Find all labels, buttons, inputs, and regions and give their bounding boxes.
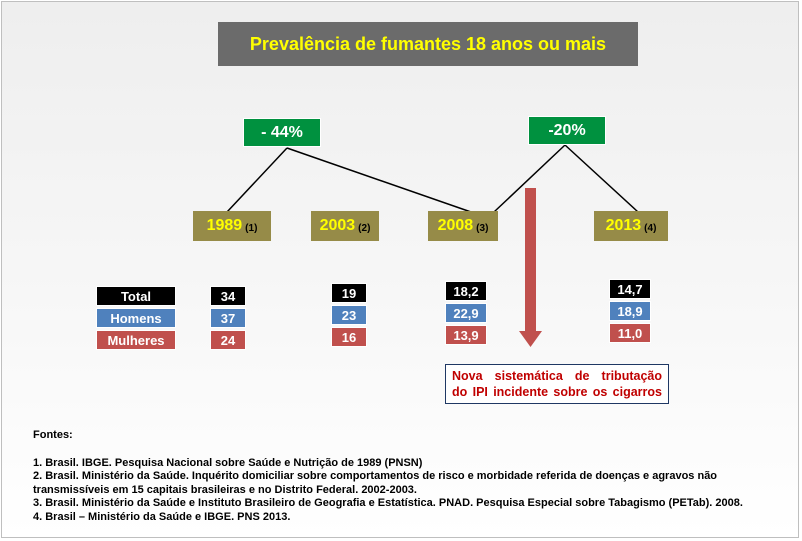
value-total-1989: 34 xyxy=(210,286,246,306)
row-label-men: Homens xyxy=(96,308,176,328)
connector-44-to-2008 xyxy=(286,147,472,213)
source-item-3: 3. Brasil. Ministério da Saúde e Institu… xyxy=(33,497,743,509)
note-line-2: do IPI incidente sobre os cigarros xyxy=(452,385,662,399)
value-women-2013: 11,0 xyxy=(609,323,651,343)
year-label: 1989 xyxy=(206,217,243,234)
year-ref: (1) xyxy=(245,222,258,234)
connector-20-to-2008 xyxy=(493,144,566,213)
year-label: 2008 xyxy=(437,217,474,234)
tax-note-box: Nova sistemática de tributação do IPI in… xyxy=(445,364,669,404)
year-ref: (2) xyxy=(358,222,371,234)
source-item-1: 1. Brasil. IBGE. Pesquisa Nacional sobre… xyxy=(33,456,423,469)
sources: Fontes: 1. Brasil. IBGE. Pesquisa Nacion… xyxy=(33,429,793,524)
connector-44-to-1989 xyxy=(226,147,288,213)
source-item-2: 2. Brasil. Ministério da Saúde. Inquérit… xyxy=(33,470,718,496)
year-label: 2013 xyxy=(605,217,642,234)
year-label: 2003 xyxy=(319,217,356,234)
value-men-2013: 18,9 xyxy=(609,301,651,321)
value-men-1989: 37 xyxy=(210,308,246,328)
value-men-2003: 23 xyxy=(331,305,367,325)
year-box-2008: 2008 (3) xyxy=(428,211,498,241)
year-box-2003: 2003 (2) xyxy=(311,211,379,241)
change-badge-20: -20% xyxy=(528,116,606,145)
value-men-2008: 22,9 xyxy=(445,303,487,323)
change-badge-44: - 44% xyxy=(243,118,321,147)
value-women-2008: 13,9 xyxy=(445,325,487,345)
source-item-4: 4. Brasil – Ministério da Saúde e IBGE. … xyxy=(33,510,291,523)
sources-title: Fontes: xyxy=(33,429,73,441)
year-ref: (4) xyxy=(644,222,657,234)
value-total-2008: 18,2 xyxy=(445,281,487,301)
value-women-1989: 24 xyxy=(210,330,246,350)
chart-title: Prevalência de fumantes 18 anos ou mais xyxy=(218,22,638,66)
year-ref: (3) xyxy=(476,222,489,234)
down-arrow xyxy=(519,188,542,347)
year-box-1989: 1989 (1) xyxy=(193,211,271,241)
value-total-2013: 14,7 xyxy=(609,279,651,299)
connector-20-to-2013 xyxy=(564,144,639,213)
row-label-total: Total xyxy=(96,286,176,306)
note-line-1: Nova sistemática de tributação xyxy=(452,369,662,383)
value-total-2003: 19 xyxy=(331,283,367,303)
row-label-women: Mulheres xyxy=(96,330,176,350)
year-box-2013: 2013 (4) xyxy=(594,211,668,241)
value-women-2003: 16 xyxy=(331,327,367,347)
